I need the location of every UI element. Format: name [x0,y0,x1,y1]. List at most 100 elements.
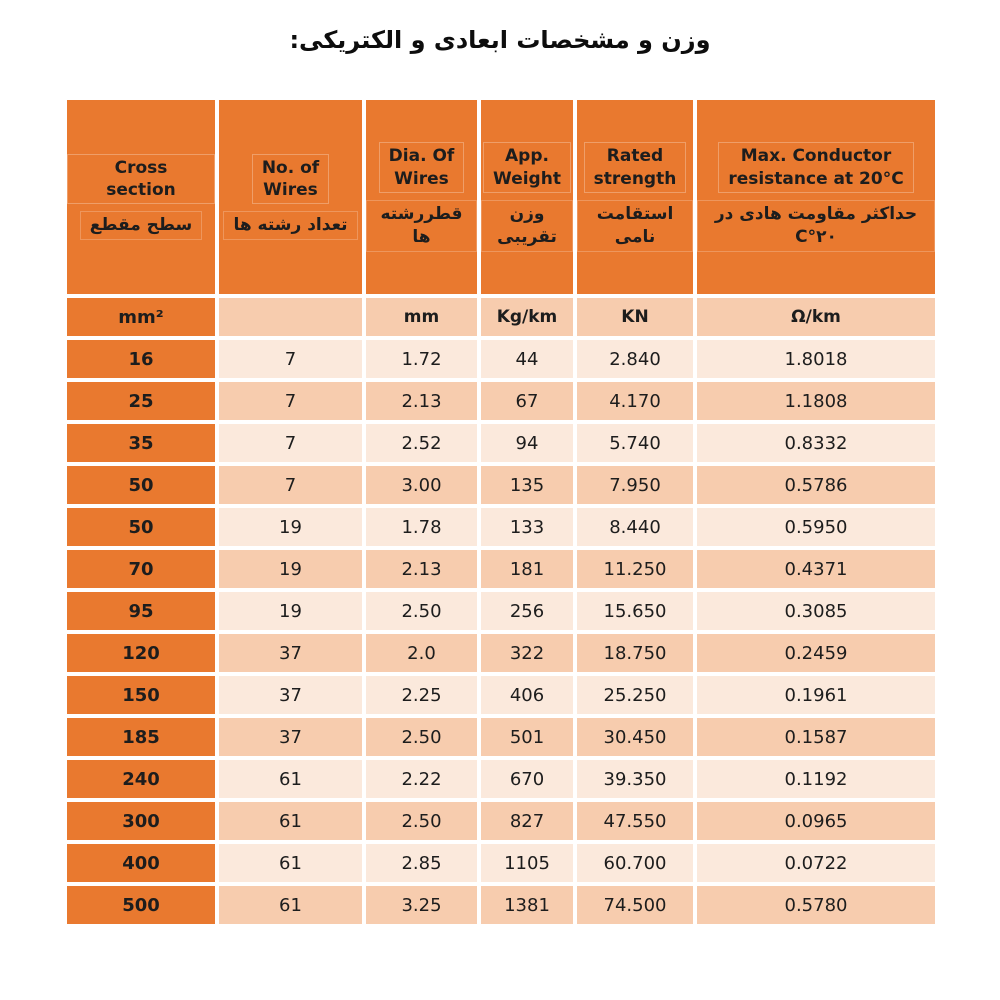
data-cell-no-of-wires: 61 [219,802,362,840]
row-label-cross-section: 240 [67,760,215,798]
specifications-table: Cross section سطح مقطع No. of Wires تعداد ر… [67,100,935,924]
row-label-cross-section: 400 [67,844,215,882]
data-cell-no-of-wires: 7 [219,424,362,462]
data-cell-app-weight: 181 [481,550,573,588]
data-cell-no-of-wires: 61 [219,886,362,924]
data-cell-app-weight: 94 [481,424,573,462]
data-cell-rated-strength: 30.450 [577,718,693,756]
unit-cell-cross-section: mm² [67,298,215,336]
data-cell-no-of-wires: 7 [219,382,362,420]
data-cell-app-weight: 133 [481,508,573,546]
data-cell-dia-of-wires: 2.50 [366,718,477,756]
unit-cell-app-weight: Kg/km [481,298,573,336]
data-cell-max-conductor-resistance: 0.5950 [697,508,935,546]
column-header-max-conductor-resistance: Max. Conductor resistance at 20°C حداکثر … [697,100,935,294]
column-header-fa-label: استقامت نامی [577,199,693,252]
data-cell-rated-strength: 7.950 [577,466,693,504]
row-label-cross-section: 50 [67,466,215,504]
data-cell-max-conductor-resistance: 0.4371 [697,550,935,588]
data-cell-max-conductor-resistance: 0.5786 [697,466,935,504]
data-cell-dia-of-wires: 2.85 [366,844,477,882]
data-cell-app-weight: 1105 [481,844,573,882]
row-label-cross-section: 16 [67,340,215,378]
data-cell-dia-of-wires: 1.78 [366,508,477,546]
column-header-en-label: Dia. Of Wires [378,142,465,193]
data-cell-no-of-wires: 37 [219,634,362,672]
column-header-fa-label: وزن تقریبی [481,199,573,252]
data-cell-dia-of-wires: 2.0 [366,634,477,672]
data-cell-no-of-wires: 7 [219,340,362,378]
data-cell-max-conductor-resistance: 0.0965 [697,802,935,840]
column-header-en-label: Rated strength [583,142,687,193]
row-label-cross-section: 25 [67,382,215,420]
data-cell-app-weight: 827 [481,802,573,840]
data-cell-no-of-wires: 61 [219,760,362,798]
data-cell-dia-of-wires: 2.13 [366,382,477,420]
column-header-en-label: Cross section [67,153,215,205]
data-cell-rated-strength: 60.700 [577,844,693,882]
data-cell-max-conductor-resistance: 0.1961 [697,676,935,714]
data-cell-rated-strength: 47.550 [577,802,693,840]
data-cell-app-weight: 670 [481,760,573,798]
data-cell-max-conductor-resistance: 1.8018 [697,340,935,378]
data-cell-rated-strength: 39.350 [577,760,693,798]
data-cell-app-weight: 135 [481,466,573,504]
column-header-fa-label: قطررشته ها [366,199,477,252]
data-cell-app-weight: 67 [481,382,573,420]
column-header-fa-label: سطح مقطع [79,211,203,241]
data-cell-no-of-wires: 7 [219,466,362,504]
data-cell-no-of-wires: 37 [219,718,362,756]
data-cell-no-of-wires: 37 [219,676,362,714]
row-label-cross-section: 300 [67,802,215,840]
data-cell-rated-strength: 4.170 [577,382,693,420]
data-cell-dia-of-wires: 2.25 [366,676,477,714]
row-label-cross-section: 50 [67,508,215,546]
column-header-en-label: Max. Conductor resistance at 20°C [718,142,914,193]
unit-cell-max-conductor-resistance: Ω/km [697,298,935,336]
data-cell-max-conductor-resistance: 0.2459 [697,634,935,672]
data-cell-rated-strength: 25.250 [577,676,693,714]
data-cell-max-conductor-resistance: 0.0722 [697,844,935,882]
data-cell-dia-of-wires: 2.13 [366,550,477,588]
data-cell-no-of-wires: 19 [219,508,362,546]
column-header-en-label: No. of Wires [251,153,330,205]
data-cell-app-weight: 322 [481,634,573,672]
data-cell-app-weight: 406 [481,676,573,714]
data-cell-app-weight: 1381 [481,886,573,924]
data-cell-dia-of-wires: 3.25 [366,886,477,924]
data-cell-rated-strength: 15.650 [577,592,693,630]
row-label-cross-section: 185 [67,718,215,756]
column-header-no-of-wires: No. of Wires تعداد رشته ها [219,100,362,294]
data-cell-no-of-wires: 61 [219,844,362,882]
data-cell-dia-of-wires: 2.22 [366,760,477,798]
row-label-cross-section: 500 [67,886,215,924]
data-cell-no-of-wires: 19 [219,592,362,630]
row-label-cross-section: 35 [67,424,215,462]
data-cell-no-of-wires: 19 [219,550,362,588]
data-cell-max-conductor-resistance: 0.1587 [697,718,935,756]
data-cell-rated-strength: 8.440 [577,508,693,546]
data-cell-app-weight: 256 [481,592,573,630]
unit-cell-no-of-wires [219,298,362,336]
data-cell-rated-strength: 74.500 [577,886,693,924]
data-cell-rated-strength: 18.750 [577,634,693,672]
row-label-cross-section: 150 [67,676,215,714]
data-cell-max-conductor-resistance: 0.8332 [697,424,935,462]
data-cell-dia-of-wires: 2.50 [366,802,477,840]
data-cell-rated-strength: 2.840 [577,340,693,378]
column-header-app-weight: App. Weight وزن تقریبی [481,100,573,294]
data-cell-dia-of-wires: 2.50 [366,592,477,630]
column-header-en-label: App. Weight [483,142,571,193]
column-header-dia-of-wires: Dia. Of Wires قطررشته ها [366,100,477,294]
row-label-cross-section: 120 [67,634,215,672]
data-cell-rated-strength: 11.250 [577,550,693,588]
data-cell-dia-of-wires: 3.00 [366,466,477,504]
unit-cell-rated-strength: KN [577,298,693,336]
data-cell-rated-strength: 5.740 [577,424,693,462]
data-cell-app-weight: 44 [481,340,573,378]
row-label-cross-section: 70 [67,550,215,588]
data-cell-app-weight: 501 [481,718,573,756]
data-cell-max-conductor-resistance: 0.5780 [697,886,935,924]
data-cell-max-conductor-resistance: 0.3085 [697,592,935,630]
unit-cell-dia-of-wires: mm [366,298,477,336]
